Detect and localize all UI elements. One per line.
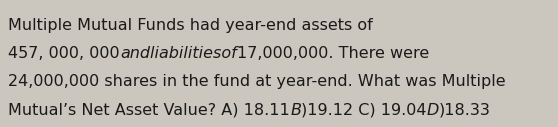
Text: )18.33: )18.33 — [439, 103, 491, 118]
Text: )19.12 C) 19.04: )19.12 C) 19.04 — [301, 103, 427, 118]
Text: andliabilitiesof: andliabilitiesof — [120, 46, 237, 61]
Text: 17,000,000. There were: 17,000,000. There were — [237, 46, 429, 61]
Text: D: D — [427, 103, 439, 118]
Text: Mutual’s Net Asset Value? A) 18.11: Mutual’s Net Asset Value? A) 18.11 — [8, 103, 290, 118]
Text: 24,000,000 shares in the fund at year-end. What was Multiple: 24,000,000 shares in the fund at year-en… — [8, 74, 506, 89]
Text: B: B — [290, 103, 301, 118]
Text: Multiple Mutual Funds had year-end assets of: Multiple Mutual Funds had year-end asset… — [8, 18, 373, 33]
Text: 457, 000, 000: 457, 000, 000 — [8, 46, 120, 61]
